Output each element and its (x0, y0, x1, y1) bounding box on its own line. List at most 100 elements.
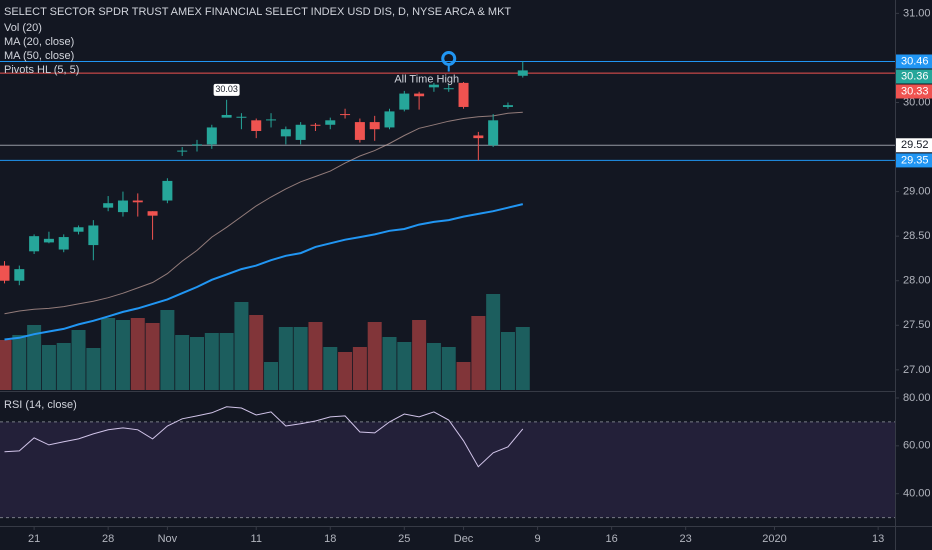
y-tick-label: 27.50 (903, 319, 931, 331)
candle-body (14, 269, 25, 281)
candle-body (325, 120, 336, 125)
volume-bar (86, 348, 101, 390)
y-tick-label: 29.00 (903, 186, 931, 198)
volume-bar (115, 320, 130, 390)
candle-body (384, 111, 395, 128)
rsi-band (0, 421, 895, 518)
high-label: 30.03 (215, 84, 238, 94)
y-tick-label: 28.50 (903, 230, 931, 242)
volume-bar (190, 337, 204, 390)
candle-body (280, 129, 291, 137)
price-label: 29.35 (901, 154, 929, 166)
y-tick-label: 31.00 (903, 7, 931, 19)
candle-body (236, 116, 247, 118)
x-tick-label: 18 (324, 533, 336, 545)
chart-title: SELECT SECTOR SPDR TRUST AMEX FINANCIAL … (4, 6, 511, 18)
volume-bar (500, 332, 515, 390)
candle-body (310, 124, 321, 126)
rsi-line (4, 406, 524, 468)
candle-body (517, 70, 528, 76)
volume-bar (204, 333, 219, 390)
y-tick-label: 28.00 (903, 275, 931, 287)
price-label: 29.52 (901, 139, 929, 151)
candle-body (251, 120, 262, 132)
rsi-label: RSI (14, close) (4, 399, 77, 411)
candle-body (0, 265, 10, 281)
moving-average (4, 111, 523, 315)
x-tick-label: 9 (535, 533, 541, 545)
price-label: 30.36 (901, 70, 929, 82)
volume-bar (130, 318, 145, 390)
candle-body (443, 88, 454, 90)
volume-bar (71, 330, 86, 390)
annotation: All Time High (394, 73, 459, 85)
volume-bar (41, 345, 56, 390)
candle-body (162, 180, 173, 201)
candle-body (369, 122, 380, 130)
moving-average (4, 203, 524, 341)
x-tick-label: 13 (872, 533, 884, 545)
candle-body (340, 114, 351, 116)
volume-bar (219, 333, 234, 390)
volume-bar (278, 327, 293, 390)
volume-bar (249, 315, 264, 390)
candle-body (354, 122, 365, 140)
x-tick-label: 21 (28, 533, 40, 545)
volume-bar (456, 362, 471, 390)
price-label-box (896, 153, 932, 168)
candle-body (43, 238, 54, 243)
volume-bar (352, 347, 367, 390)
main-pane: 31.0030.0029.5029.0028.5028.0027.5027.00… (0, 7, 932, 545)
candle-body (147, 211, 158, 216)
y-tick-label: 30.00 (903, 96, 931, 108)
candle-body (117, 200, 128, 213)
volume-bar (145, 323, 160, 390)
volume-bar (323, 347, 338, 390)
volume-bar (175, 335, 190, 390)
volume-bar (160, 310, 175, 390)
y-tick-label: 60.00 (903, 440, 931, 452)
price-label: 30.46 (901, 55, 929, 67)
price-label-box (896, 138, 932, 153)
candle-body (458, 82, 469, 107)
candle-body (29, 236, 40, 252)
candle-body (58, 237, 69, 250)
volume-bar (367, 322, 382, 390)
price-label-box (896, 54, 932, 69)
x-tick-label: 28 (102, 533, 114, 545)
x-tick-label: 2020 (762, 533, 786, 545)
volume-bar (471, 316, 486, 390)
candle-body (206, 127, 217, 145)
candle-body (473, 135, 484, 139)
indicator-label: Vol (20) (4, 22, 42, 34)
volume-bar (0, 340, 12, 390)
indicator-label: MA (20, close) (4, 36, 74, 48)
price-label-box (896, 84, 932, 99)
candle-body (73, 227, 84, 232)
y-tick-label: 80.00 (903, 392, 931, 404)
volume-bar (515, 327, 530, 390)
candle-body (488, 120, 499, 146)
volume-bar (308, 322, 323, 390)
candle-body (192, 144, 202, 146)
volume-bar (382, 337, 397, 390)
volume-bar (264, 362, 279, 390)
x-tick-label: 23 (680, 533, 692, 545)
x-tick-label: 16 (605, 533, 617, 545)
volume-bar (486, 294, 501, 390)
volume-bar (101, 318, 116, 390)
candle-body (132, 200, 143, 203)
volume-bar (27, 325, 42, 390)
high-label-box (213, 83, 240, 96)
candle-body (88, 225, 99, 246)
price-label-box (896, 69, 932, 84)
volume-bar (338, 352, 353, 390)
price-label: 30.33 (901, 85, 929, 97)
indicator-label: MA (50, close) (4, 50, 74, 62)
volume-bar (56, 343, 71, 390)
volume-bar (441, 347, 456, 390)
y-tick-label: 40.00 (903, 488, 931, 500)
candle-body (177, 150, 188, 152)
volume-bar (293, 327, 308, 390)
candle-body (428, 84, 439, 88)
